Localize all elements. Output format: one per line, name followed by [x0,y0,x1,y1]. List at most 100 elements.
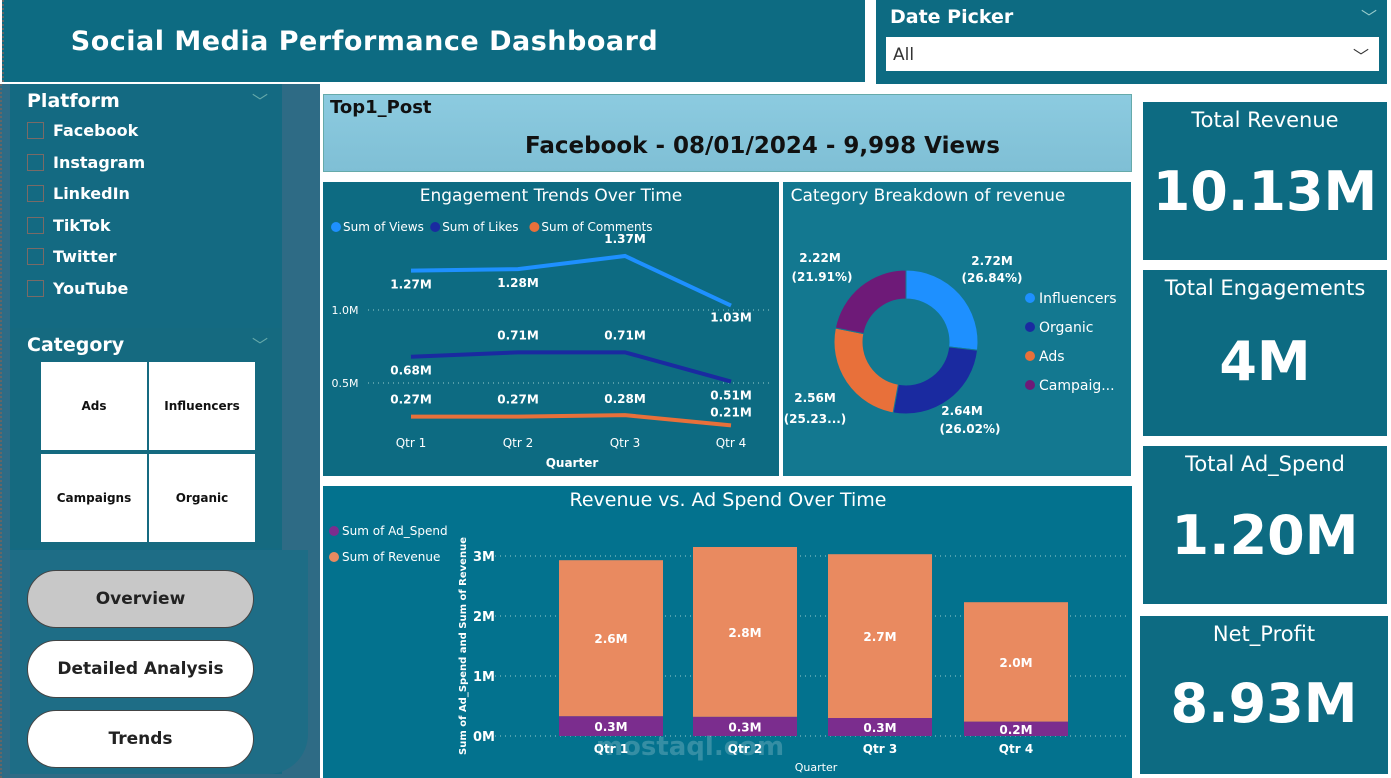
y-tick-label: 1M [473,670,495,685]
platform-option-label: LinkedIn [53,184,130,204]
x-tick-label: Qtr 2 [503,436,534,450]
legend-label: Sum of Revenue [342,550,440,564]
legend-label: Campaig... [1039,378,1115,394]
platform-option-youtube[interactable]: YouTube [27,273,145,305]
legend-label: Sum of Likes [442,220,518,234]
category-filter-title: Category [27,334,125,356]
data-label: 1.37M [604,232,646,246]
line-chart-title: Engagement Trends Over Time [420,186,683,206]
data-label: 0.51M [710,389,752,403]
platform-option-label: Twitter [53,247,117,267]
data-label: 0.27M [390,393,432,407]
top-post-card: Top1_Post Facebook - 08/01/2024 - 9,998 … [323,94,1132,172]
kpi-total-engagements: Total Engagements 4M [1143,270,1387,436]
category-filter: Category ﹀ Ads Influencers Campaigns Org… [10,328,282,548]
data-label: 1.28M [497,276,539,290]
data-label: 2.6M [594,632,627,646]
bar-revenue[interactable] [559,560,663,717]
legend-marker [329,526,339,536]
line-x-axis-title: Quarter [546,456,599,470]
bar-ad-spend[interactable] [964,721,1068,736]
category-tile-organic[interactable]: Organic [149,454,255,542]
kpi-value: 4M [1219,330,1311,393]
legend-marker [430,222,441,232]
donut-slice-campaigns[interactable] [834,269,907,335]
checkbox[interactable] [27,216,44,234]
nav-detailed-analysis-button[interactable]: Detailed Analysis [27,640,254,698]
date-picker: Date Picker ﹀ All ﹀ [876,0,1387,84]
line-series-2 [411,413,732,428]
line-series-0 [410,253,732,308]
data-label: 0.28M [604,392,646,406]
kpi-total-revenue: Total Revenue 10.13M [1143,102,1387,260]
legend-marker [1025,322,1035,332]
slice-percent-label: (21.91%) [792,270,853,284]
platform-option-label: TikTok [53,215,111,235]
x-tick-label: Qtr 4 [716,436,747,450]
data-label: 0.71M [604,328,646,342]
checkbox[interactable] [27,185,44,203]
checkbox[interactable] [27,153,44,171]
data-label: 0.3M [594,720,627,734]
watermark: mostaql.com [596,732,784,762]
platform-option-linkedin[interactable]: LinkedIn [27,178,145,210]
data-label: 0.3M [863,721,896,735]
page-title: Social Media Performance Dashboard [70,25,659,57]
data-label: 2.8M [728,626,761,640]
kpi-total-ad-spend: Total Ad_Spend 1.20M [1143,446,1387,604]
chevron-down-icon[interactable]: ﹀ [1360,8,1377,27]
date-picker-dropdown[interactable]: All ﹀ [886,37,1379,71]
data-label: 2.7M [863,630,896,644]
chevron-down-icon[interactable]: ﹀ [251,92,268,111]
platform-option-facebook[interactable]: Facebook [27,115,145,147]
bar-ad-spend[interactable] [828,718,932,736]
legend-label: Sum of Views [343,220,424,234]
slice-value-label: 2.22M [799,251,841,265]
kpi-net-profit: Net_Profit 8.93M [1140,616,1388,774]
bar-revenue[interactable] [693,547,797,717]
checkbox[interactable] [27,248,44,266]
platform-option-instagram[interactable]: Instagram [27,147,145,179]
legend-marker [329,552,339,562]
slice-value-label: 2.72M [971,254,1013,268]
data-label: 2.0M [999,656,1032,670]
x-tick-label: Qtr 3 [863,742,897,756]
bar-revenue[interactable] [828,554,932,718]
data-label: 0.2M [999,723,1032,737]
pie-chart-title: Category Breakdown of revenue [791,186,1066,206]
bar-y-axis-title: Sum of Ad_Spend and Sum of Revenue [458,537,469,755]
line-series-1 [410,350,732,384]
checkbox[interactable] [27,122,44,140]
bar-chart-title: Revenue vs. Ad Spend Over Time [570,489,887,511]
top-post-label: Top1_Post [330,97,432,118]
bar-ad-spend[interactable] [559,716,663,736]
chevron-down-icon[interactable]: ﹀ [251,336,268,355]
kpi-value: 8.93M [1170,672,1358,735]
donut-slice-ads[interactable] [833,327,899,414]
kpi-title: Total Engagements [1164,276,1366,300]
platform-option-twitter[interactable]: Twitter [27,241,145,273]
platform-option-label: Instagram [53,152,146,172]
bar-revenue[interactable] [964,602,1068,722]
data-label: 0.3M [728,720,761,734]
kpi-title: Total Revenue [1191,108,1339,132]
platform-option-tiktok[interactable]: TikTok [27,210,145,242]
legend-marker [331,222,341,232]
nav-overview-button[interactable]: Overview [27,570,254,628]
kpi-title: Total Ad_Spend [1185,452,1345,476]
nav-trends-button[interactable]: Trends [27,710,254,768]
x-tick-label: Qtr 4 [999,742,1033,756]
kpi-title: Net_Profit [1212,622,1316,646]
checkbox[interactable] [27,279,44,297]
bar-ad-spend[interactable] [693,716,797,736]
category-tile-influencers[interactable]: Influencers [149,362,255,450]
platform-option-label: Facebook [53,121,139,141]
data-label: 0.27M [497,393,539,407]
platform-filter-title: Platform [27,90,120,112]
date-picker-value: All [893,45,915,65]
category-tile-campaigns[interactable]: Campaigns [41,454,147,542]
bar-x-axis-title: Quarter [795,761,838,774]
category-tile-ads[interactable]: Ads [41,362,147,450]
y-tick-label: 0M [473,730,495,745]
